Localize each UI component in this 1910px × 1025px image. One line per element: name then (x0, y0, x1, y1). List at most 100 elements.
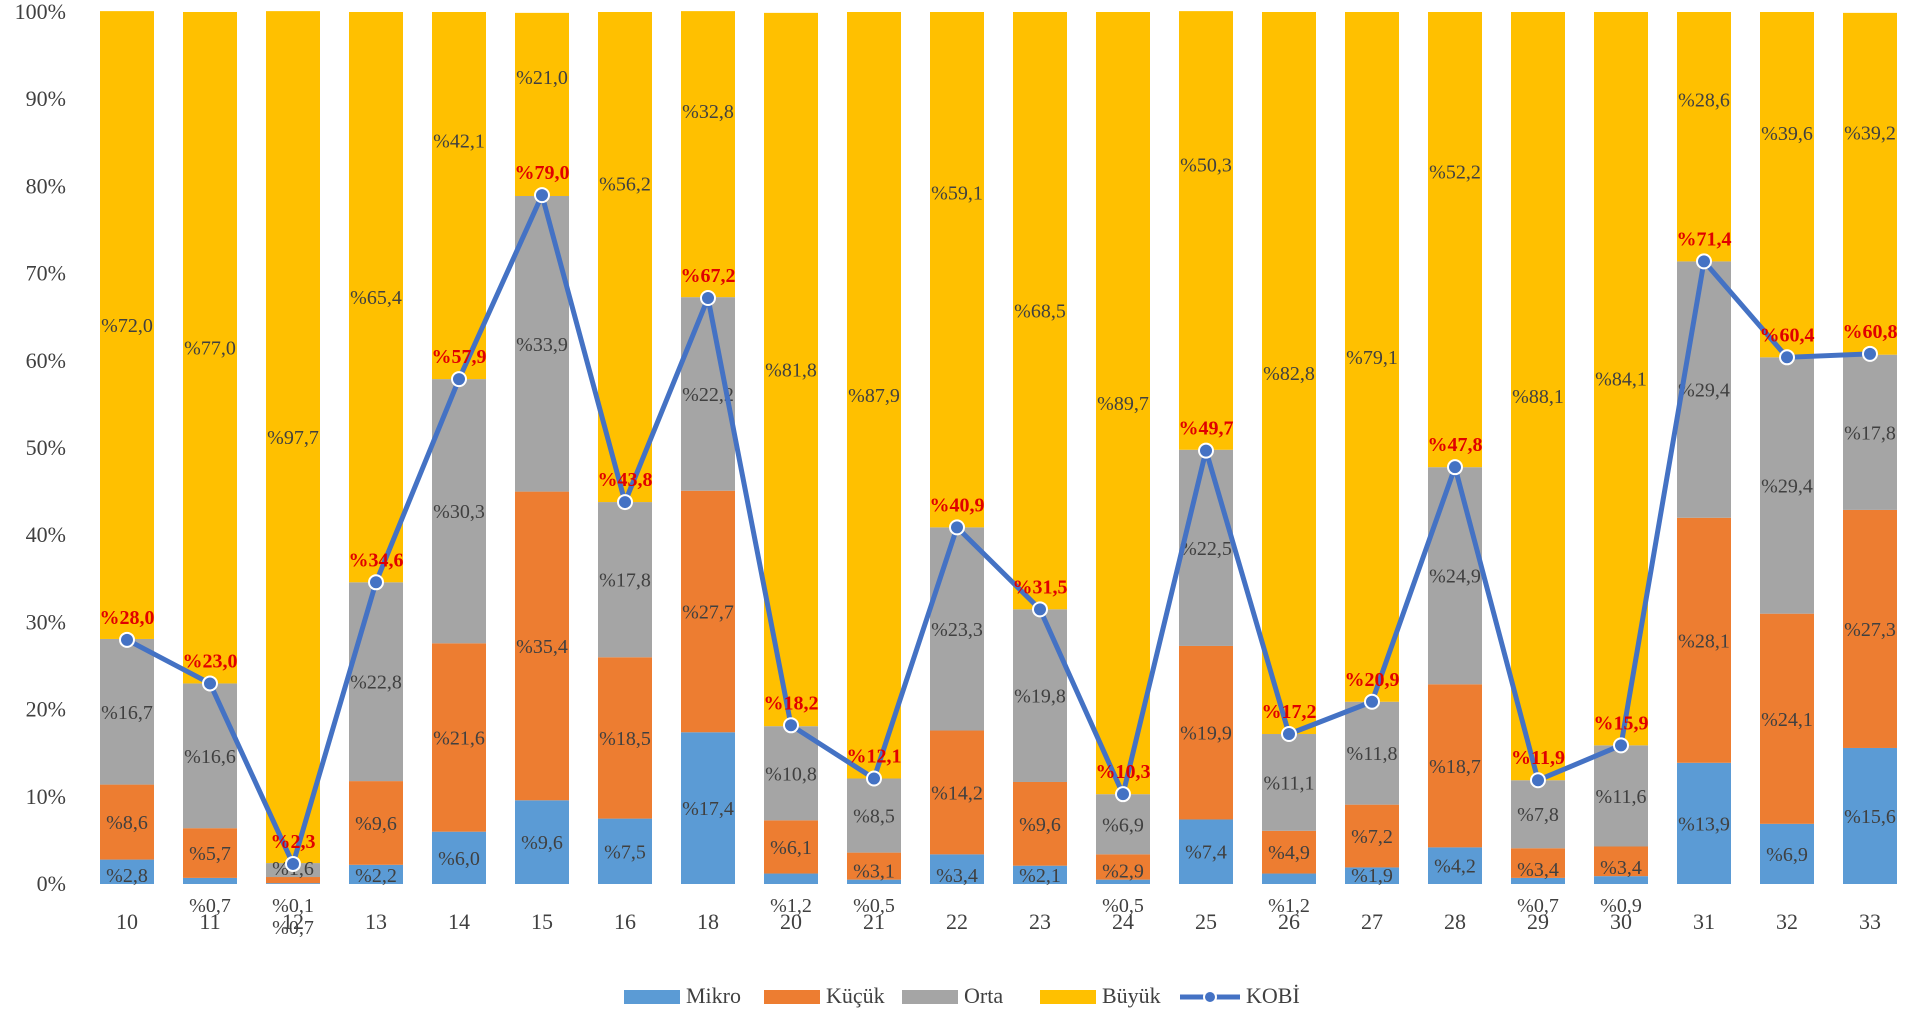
x-tick-label: 18 (697, 909, 719, 934)
bar-orta (1096, 794, 1150, 855)
bar-büyük (1013, 12, 1067, 610)
segment-label: %1,2 (1268, 895, 1310, 917)
bar-küçük (1677, 517, 1731, 763)
bar-büyük (1760, 12, 1814, 358)
kobi-point (1447, 459, 1463, 476)
bar-orta (930, 527, 984, 731)
bar-orta (1677, 261, 1731, 518)
y-tick-label: 10% (26, 784, 66, 809)
segment-label: %52,2 (1429, 161, 1481, 183)
bar-büyük (1262, 12, 1316, 735)
kobi-label: %60,4 (1760, 324, 1815, 346)
kobi-point (285, 855, 301, 872)
bar-küçük (349, 781, 403, 865)
bar-mikro (266, 883, 320, 884)
bar-mikro (764, 873, 818, 884)
bar-küçük (681, 490, 735, 733)
segment-label: %23,3 (931, 619, 983, 641)
bar-mikro (1843, 747, 1897, 884)
segment-label: %3,4 (1600, 857, 1642, 879)
kobi-label: %15,9 (1594, 712, 1649, 734)
segment-label: %0,7 (1517, 895, 1559, 917)
bar-mikro (100, 859, 154, 884)
bar-büyük (764, 12, 818, 727)
x-tick-label: 21 (863, 909, 885, 934)
bar-mikro (1428, 847, 1482, 884)
legend-swatch-büyük (1040, 990, 1096, 1004)
segment-label: %89,7 (1097, 393, 1149, 415)
kobi-label: %40,9 (930, 494, 985, 516)
segment-label: %4,2 (1434, 856, 1476, 878)
kobi-label: %79,0 (515, 162, 570, 184)
segment-label: %4,9 (1268, 842, 1310, 864)
segment-label: %17,4 (682, 798, 734, 820)
y-tick-label: 70% (26, 261, 66, 286)
y-tick-label: 40% (26, 522, 66, 547)
segment-label: %28,6 (1678, 89, 1730, 111)
x-tick-label: 23 (1029, 909, 1051, 934)
segment-label: %42,1 (433, 130, 485, 152)
kobi-point (1281, 726, 1297, 743)
legend-swatch-orta (902, 990, 958, 1004)
x-tick-label: 28 (1444, 909, 1466, 934)
kobi-label: %57,9 (432, 346, 487, 368)
bar-büyük (847, 12, 901, 779)
segment-label: %21,0 (516, 67, 568, 89)
segment-label: %56,2 (599, 174, 651, 196)
bar-mikro (1013, 865, 1067, 884)
kobi-point (1696, 253, 1712, 270)
x-tick-label: 16 (614, 909, 636, 934)
segment-label: %2,8 (106, 865, 148, 887)
bar-orta (764, 726, 818, 821)
segment-label: %9,6 (355, 813, 397, 835)
bar-küçük (515, 491, 569, 801)
kobi-point (451, 371, 467, 388)
segment-label: %39,6 (1761, 123, 1813, 145)
segment-label: %16,6 (184, 746, 236, 768)
x-tick-label: 24 (1112, 909, 1134, 934)
x-tick-label: 29 (1527, 909, 1549, 934)
bar-küçük (598, 657, 652, 819)
bar-küçük (1760, 613, 1814, 824)
segment-label: %22,2 (682, 384, 734, 406)
bar-mikro (515, 800, 569, 884)
kobi-label: %67,2 (681, 265, 736, 287)
kobi-label: %11,9 (1511, 747, 1565, 769)
kobi-point (700, 290, 716, 307)
legend-label: Küçük (826, 983, 885, 1008)
kobi-label: %2,3 (271, 831, 316, 853)
segment-label: %19,8 (1014, 686, 1066, 708)
bar-orta (598, 502, 652, 658)
kobi-label: %17,2 (1262, 701, 1317, 723)
segment-label: %87,9 (848, 385, 900, 407)
bar-orta (1511, 780, 1565, 849)
segment-label: %0,9 (1600, 895, 1642, 917)
segment-label: %6,9 (1102, 814, 1144, 836)
bar-büyük (432, 12, 486, 380)
kobi-point (534, 187, 550, 204)
segment-label: %0,5 (853, 895, 895, 917)
segment-label: %17,8 (599, 570, 651, 592)
segment-label: %79,1 (1346, 347, 1398, 369)
segment-label: %27,7 (682, 602, 734, 624)
kobi-point (1115, 786, 1131, 803)
y-tick-label: 60% (26, 348, 66, 373)
segment-label: %16,7 (101, 702, 153, 724)
segment-label: %6,1 (770, 837, 812, 859)
x-tick-label: 31 (1693, 909, 1715, 934)
segment-label: %68,5 (1014, 301, 1066, 323)
bar-orta (183, 683, 237, 829)
bar-orta (1345, 701, 1399, 805)
bar-mikro (183, 877, 237, 884)
x-tick-label: 27 (1361, 909, 1383, 934)
x-tick-label: 11 (199, 909, 220, 934)
segment-label: %11,6 (1596, 786, 1647, 808)
kobi-point (1862, 345, 1878, 362)
kobi-point (1364, 693, 1380, 710)
y-tick-label: 90% (26, 86, 66, 111)
kobi-label: %60,8 (1843, 321, 1898, 343)
bar-mikro (349, 864, 403, 884)
x-tick-label: 10 (116, 909, 138, 934)
bar-büyük (1428, 12, 1482, 468)
